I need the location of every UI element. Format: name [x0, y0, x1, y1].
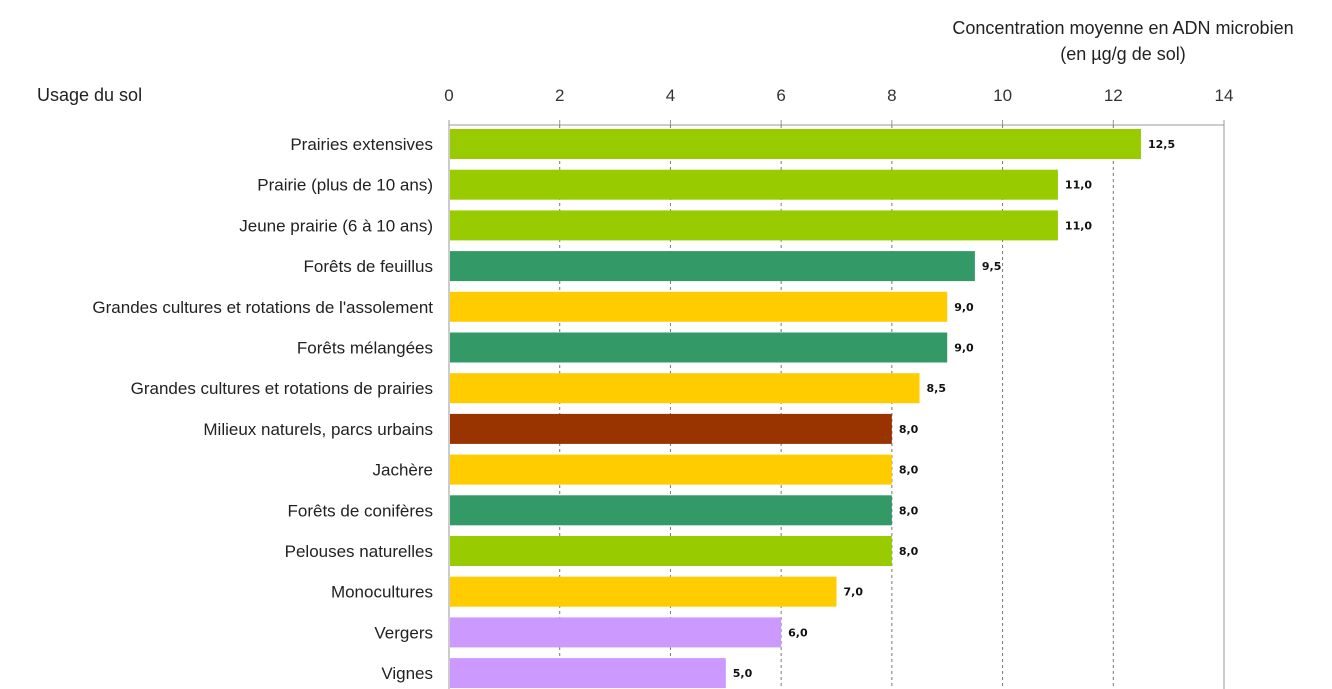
- category-label: Grandes cultures et rotations de l'assol…: [92, 298, 433, 317]
- category-label: Vignes: [381, 664, 433, 683]
- category-label: Prairies extensives: [290, 135, 433, 154]
- value-label: 8,5: [927, 382, 947, 395]
- x-tick-label: 12: [1104, 86, 1123, 105]
- ticks-layer: 0 2 4 6 8 10 12 14: [444, 86, 1233, 105]
- chart-subtitle: (en µg/g de sol): [1060, 44, 1185, 64]
- category-label: Forêts de conifères: [287, 501, 433, 520]
- bar: [450, 332, 948, 363]
- bar: [450, 129, 1141, 159]
- x-tick-label: 0: [444, 86, 453, 105]
- value-label: 8,0: [899, 423, 919, 436]
- chart-title: Concentration moyenne en ADN microbien: [952, 18, 1293, 38]
- bar: [450, 495, 892, 526]
- value-label: 9,5: [982, 260, 1002, 273]
- category-label: Forêts de feuillus: [304, 257, 433, 276]
- value-label: 8,0: [899, 545, 919, 558]
- bar: [450, 576, 837, 607]
- bar: [450, 536, 892, 566]
- category-label: Milieux naturels, parcs urbains: [203, 420, 433, 439]
- x-tick-label: 10: [993, 86, 1012, 105]
- x-tick-label: 14: [1215, 86, 1234, 105]
- category-label: Monocultures: [331, 583, 433, 602]
- category-label: Prairie (plus de 10 ans): [257, 176, 433, 195]
- value-label: 12,5: [1148, 138, 1175, 151]
- value-label: 11,0: [1065, 179, 1092, 192]
- x-tick-label: 8: [887, 86, 896, 105]
- category-label: Pelouses naturelles: [285, 542, 433, 561]
- bar: [450, 210, 1058, 241]
- category-label: Forêts mélangées: [297, 339, 433, 358]
- category-label: Vergers: [374, 623, 433, 642]
- category-label: Jeune prairie (6 à 10 ans): [239, 216, 433, 235]
- labels-layer: Prairies extensives 12,5 Prairie (plus de …: [92, 135, 1175, 683]
- y-axis-title: Usage du sol: [37, 85, 142, 105]
- bar: [450, 251, 975, 282]
- x-tick-label: 6: [776, 86, 785, 105]
- value-label: 8,0: [899, 464, 919, 477]
- bar: [450, 413, 892, 444]
- bar: [450, 658, 726, 689]
- bar: [450, 454, 892, 485]
- bars-layer: [450, 129, 1141, 689]
- value-label: 7,0: [844, 586, 864, 599]
- category-label: Grandes cultures et rotations de prairie…: [131, 379, 433, 398]
- value-label: 9,0: [954, 342, 974, 355]
- x-tick-label: 2: [555, 86, 564, 105]
- bar: [450, 169, 1058, 200]
- value-label: 6,0: [788, 626, 808, 639]
- bar: [450, 373, 920, 404]
- category-label: Jachère: [373, 461, 433, 480]
- bar: [450, 291, 948, 322]
- value-label: 11,0: [1065, 219, 1092, 232]
- value-label: 8,0: [899, 504, 919, 517]
- bar: [450, 617, 782, 648]
- x-tick-label: 4: [666, 86, 675, 105]
- value-label: 9,0: [954, 301, 974, 314]
- value-label: 5,0: [733, 667, 753, 680]
